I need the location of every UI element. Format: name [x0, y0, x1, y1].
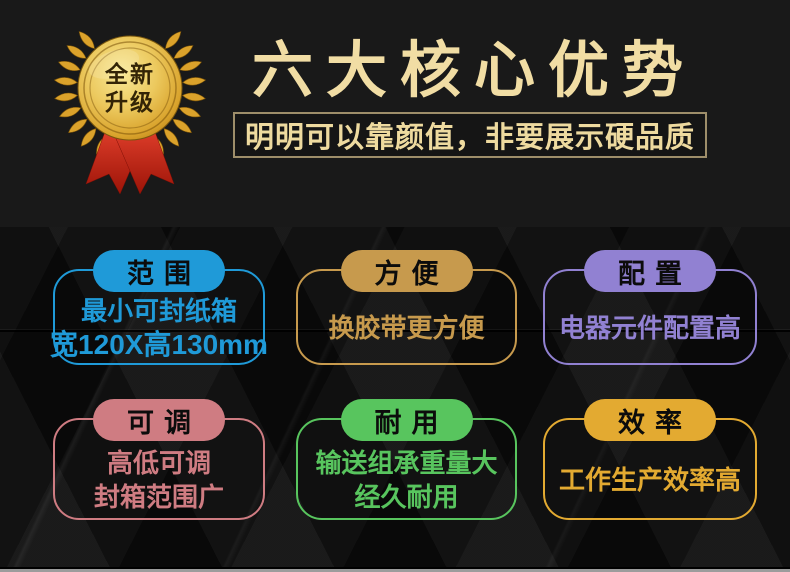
feature-tag-range: 范围 — [93, 250, 225, 292]
feature-description-convenience: 换胶带更方便 — [298, 271, 515, 363]
feature-card-durability: 耐用 输送组承重量大 经久耐用 — [296, 399, 517, 520]
feature-text-line: 宽120X高130mm — [50, 329, 268, 360]
feature-text-line: 工作生产效率高 — [558, 465, 741, 495]
subtitle-text: 明明可以靠颜值，非要展示硬品质 — [244, 122, 695, 154]
feature-text-line: 输送组承重量大 — [315, 448, 498, 478]
feature-tag-adjustability: 可调 — [93, 399, 225, 441]
badge-text-line1: 全新 — [104, 61, 155, 87]
feature-text-line: 换胶带更方便 — [328, 313, 485, 343]
feature-description-adjustability: 高低可调 封箱范围广 — [55, 420, 263, 518]
background-seam-line — [0, 330, 790, 332]
medal-badge-icon: 全新 升级 — [46, 14, 214, 202]
feature-description-range: 最小可封纸箱 宽120X高130mm — [50, 271, 268, 363]
feature-tag-durability: 耐用 — [340, 399, 473, 441]
feature-text-line: 封箱范围广 — [93, 482, 224, 512]
subtitle-banner: 明明可以靠颜值，非要展示硬品质 — [233, 112, 707, 158]
feature-card-adjustability: 可调 高低可调 封箱范围广 — [53, 399, 265, 520]
feature-text-line: 经久耐用 — [354, 482, 459, 512]
feature-card-convenience: 方便 换胶带更方便 — [296, 250, 517, 365]
page-title: 六大核心优势 — [251, 35, 696, 104]
feature-description-configuration: 电器元件配置高 — [545, 271, 755, 363]
feature-tag-efficiency: 效率 — [584, 399, 716, 441]
bottom-divider-bar — [0, 567, 790, 572]
feature-tag-convenience: 方便 — [340, 250, 473, 292]
feature-description-efficiency: 工作生产效率高 — [545, 420, 755, 518]
feature-card-configuration: 配置 电器元件配置高 — [543, 250, 757, 365]
feature-card-range: 范围 最小可封纸箱 宽120X高130mm — [50, 250, 268, 365]
feature-description-durability: 输送组承重量大 经久耐用 — [298, 420, 515, 518]
feature-text-line: 电器元件配置高 — [558, 313, 741, 343]
medal-badge-svg: 全新 升级 — [53, 28, 207, 195]
feature-card-efficiency: 效率 工作生产效率高 — [543, 399, 757, 520]
feature-text-line: 高低可调 — [106, 448, 211, 478]
badge-text-line2: 升级 — [105, 89, 155, 115]
feature-tag-configuration: 配置 — [584, 250, 716, 292]
feature-text-line: 最小可封纸箱 — [80, 296, 237, 326]
medal-disc — [77, 35, 183, 141]
